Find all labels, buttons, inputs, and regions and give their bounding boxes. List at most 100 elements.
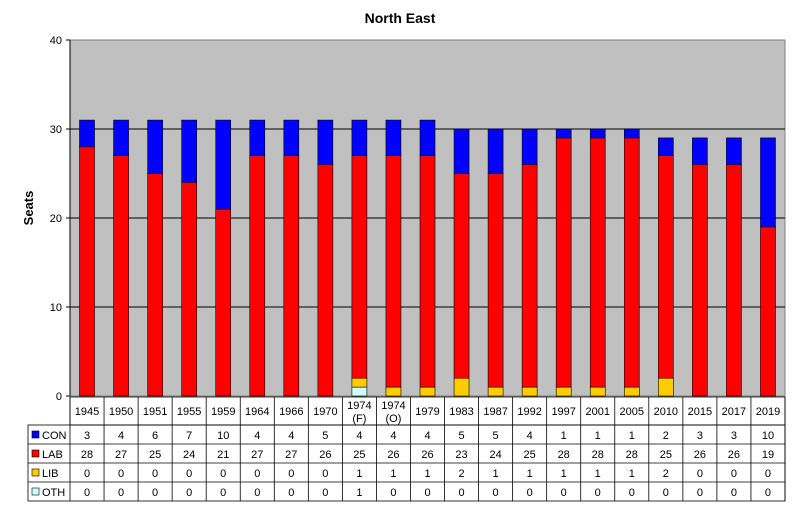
data-label: 26 xyxy=(319,449,331,461)
data-label: 0 xyxy=(765,468,771,480)
bar-con xyxy=(521,128,538,165)
data-label: 0 xyxy=(765,487,771,499)
bar-con xyxy=(589,128,606,139)
y-tick-label: 10 xyxy=(50,302,62,314)
legend-key-lab xyxy=(31,449,40,458)
bar-con xyxy=(181,119,197,183)
data-label: 1 xyxy=(390,468,396,480)
data-label: 7 xyxy=(186,430,192,442)
data-label: 6 xyxy=(152,430,158,442)
data-label: 0 xyxy=(186,468,192,480)
bar-con xyxy=(726,137,742,165)
data-label: 1 xyxy=(629,468,635,480)
category-label: 2015 xyxy=(688,406,712,418)
bar-lab xyxy=(453,173,470,379)
data-label: 0 xyxy=(220,468,226,480)
legend-label: LIB xyxy=(42,468,59,480)
bar-con xyxy=(283,119,300,156)
data-label: 4 xyxy=(390,430,396,442)
data-label: 0 xyxy=(493,487,499,499)
category-label: 1992 xyxy=(517,406,541,418)
data-label: 21 xyxy=(217,449,229,461)
data-label: 0 xyxy=(731,487,737,499)
category-label: 2005 xyxy=(620,406,644,418)
bar-lab xyxy=(317,164,334,397)
data-label: 0 xyxy=(322,487,328,499)
data-label: 10 xyxy=(217,430,229,442)
data-label: 1 xyxy=(561,430,567,442)
data-label: 5 xyxy=(458,430,464,442)
data-label: 25 xyxy=(660,449,672,461)
bar-con xyxy=(147,119,163,174)
data-label: 4 xyxy=(288,430,294,442)
bar-lib xyxy=(351,377,368,388)
data-label: 3 xyxy=(84,430,90,442)
data-label: 4 xyxy=(356,430,362,442)
data-label: 0 xyxy=(118,468,124,480)
category-label: 1974 xyxy=(347,400,371,412)
data-label: 2 xyxy=(458,468,464,480)
category-label: 1970 xyxy=(313,406,337,418)
bar-lab xyxy=(487,173,504,388)
bar-lab xyxy=(658,155,674,379)
data-label: 0 xyxy=(220,487,226,499)
y-tick-label: 30 xyxy=(50,124,62,136)
chart-title: North East xyxy=(365,10,436,26)
bar-con xyxy=(453,128,470,174)
data-label: 1 xyxy=(595,468,601,480)
legend-label: OTH xyxy=(42,487,65,499)
legend-label: CON xyxy=(42,430,67,442)
category-label: 1955 xyxy=(177,406,201,418)
data-label: 28 xyxy=(626,449,638,461)
category-label: 1959 xyxy=(211,406,235,418)
bar-lab xyxy=(249,155,266,397)
bar-lab xyxy=(419,155,436,388)
category-label: (F) xyxy=(352,413,366,425)
data-label: 0 xyxy=(458,487,464,499)
category-label: 2010 xyxy=(654,406,678,418)
bar-lab xyxy=(521,164,538,388)
bar-lab xyxy=(589,137,606,388)
category-label: 1951 xyxy=(143,406,167,418)
bar-lib xyxy=(487,386,504,397)
bar-lab xyxy=(385,155,402,388)
data-label: 0 xyxy=(118,487,124,499)
bar-lib xyxy=(521,386,538,397)
bar-lib xyxy=(453,377,470,397)
data-label: 26 xyxy=(728,449,740,461)
category-label: 1983 xyxy=(449,406,473,418)
data-label: 0 xyxy=(84,468,90,480)
category-label: 1997 xyxy=(551,406,575,418)
data-label: 0 xyxy=(254,468,260,480)
category-label: 1966 xyxy=(279,406,303,418)
data-label: 0 xyxy=(527,487,533,499)
bar-lab xyxy=(283,155,300,397)
bar-lib xyxy=(658,377,674,397)
bar-con xyxy=(215,119,232,210)
bar-lib xyxy=(385,386,402,397)
data-label: 23 xyxy=(455,449,467,461)
data-label: 1 xyxy=(629,430,635,442)
bar-con xyxy=(249,119,266,156)
bar-lab xyxy=(692,164,708,397)
category-label: 2001 xyxy=(585,406,609,418)
legend-key-lib xyxy=(31,468,40,477)
bar-con xyxy=(419,119,436,156)
data-label: 1 xyxy=(356,468,362,480)
bar-con xyxy=(113,119,129,156)
data-label: 5 xyxy=(493,430,499,442)
category-label: 1945 xyxy=(75,406,99,418)
data-label: 0 xyxy=(288,487,294,499)
bar-con xyxy=(79,119,95,148)
bar-lab xyxy=(760,226,776,397)
bar-lib xyxy=(623,386,640,397)
data-label: 3 xyxy=(731,430,737,442)
data-label: 27 xyxy=(251,449,263,461)
data-label: 0 xyxy=(629,487,635,499)
bar-lab xyxy=(555,137,572,388)
data-label: 1 xyxy=(527,468,533,480)
data-label: 4 xyxy=(118,430,124,442)
data-label: 0 xyxy=(288,468,294,480)
y-tick-label: 40 xyxy=(50,35,62,47)
